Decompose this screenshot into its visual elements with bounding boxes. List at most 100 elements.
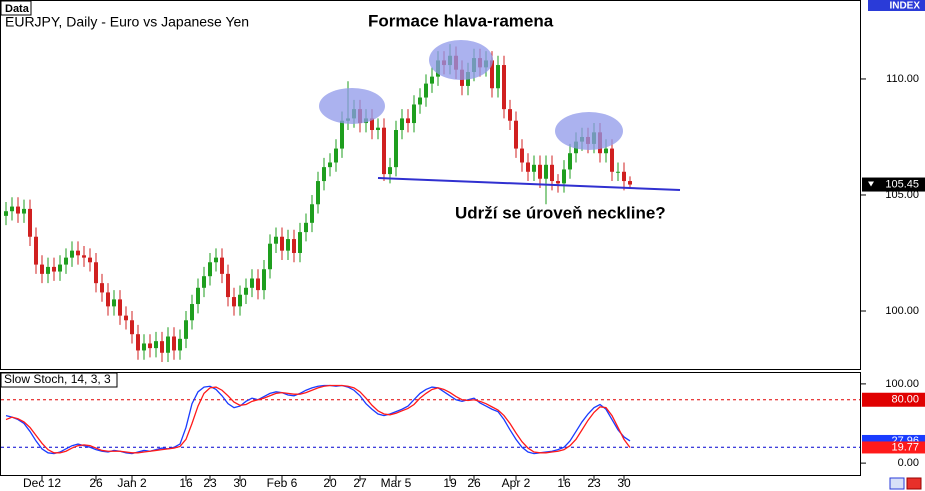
- level-label-box: [862, 392, 925, 407]
- right-shoulder: [555, 112, 623, 150]
- candle-body: [256, 278, 260, 291]
- candle-body: [70, 250, 74, 258]
- last-price-label: 105.45: [885, 178, 919, 190]
- last-price-box: [862, 177, 925, 192]
- candle-body: [196, 287, 200, 305]
- stoch-frame: [0, 372, 861, 476]
- last-price-arrow: [868, 181, 874, 187]
- y-tick-label: 0.00: [898, 457, 919, 469]
- annotation: Udrží se úroveň neckline?: [455, 203, 666, 222]
- candle-body: [310, 204, 314, 223]
- candle-body: [622, 171, 626, 182]
- candle-body: [28, 208, 32, 237]
- index-badge-text: INDEX: [889, 1, 920, 12]
- candle-body: [286, 239, 290, 251]
- x-tick-label: 23: [587, 476, 601, 490]
- candle-body: [292, 239, 296, 253]
- x-tick-label: 30: [233, 476, 247, 490]
- candle-body: [154, 341, 158, 349]
- candle-body: [22, 208, 26, 214]
- candle-body: [394, 130, 398, 168]
- candle-body: [568, 153, 572, 170]
- candle-body: [262, 269, 266, 291]
- candle-body: [490, 60, 494, 89]
- close-button[interactable]: [906, 477, 922, 490]
- candle-body: [322, 167, 326, 182]
- x-tick-label: 26: [467, 476, 481, 490]
- candle-body: [532, 164, 536, 172]
- candle-body: [280, 236, 284, 251]
- candle-body: [34, 236, 38, 265]
- candle-body: [616, 171, 620, 173]
- candle-body: [538, 164, 542, 179]
- zoom-button[interactable]: [889, 477, 905, 490]
- candle-body: [4, 211, 8, 216]
- candle-body: [208, 262, 212, 277]
- candle-body: [148, 343, 152, 349]
- candle-body: [298, 232, 302, 253]
- candle-body: [130, 320, 134, 335]
- candle-body: [304, 222, 308, 233]
- candle-body: [388, 167, 392, 175]
- candle-body: [418, 97, 422, 105]
- candle-body: [100, 283, 104, 293]
- candle-body: [382, 127, 386, 175]
- price-panel: [4, 44, 632, 363]
- candle-body: [424, 83, 428, 98]
- x-tick-label: 27: [353, 476, 367, 490]
- candle-body: [226, 273, 230, 298]
- candle-body: [16, 206, 20, 214]
- candle-body: [556, 181, 560, 184]
- candle-body: [64, 257, 68, 265]
- x-tick-label: Apr 2: [502, 476, 531, 490]
- candle-body: [544, 164, 548, 179]
- x-tick-label: 19: [443, 476, 457, 490]
- candle-body: [430, 76, 434, 84]
- candle-body: [142, 343, 146, 351]
- x-tick-label: Mar 5: [381, 476, 412, 490]
- candle-body: [274, 236, 278, 244]
- candle-body: [190, 304, 194, 321]
- candle-body: [496, 65, 500, 89]
- candle-body: [214, 257, 218, 263]
- stoch-label-box: [0, 372, 118, 388]
- candle-body: [238, 294, 242, 307]
- candle-body: [628, 181, 632, 185]
- x-tick-label: 26: [89, 476, 103, 490]
- candle-body: [232, 297, 236, 307]
- candle-body: [514, 120, 518, 149]
- x-tick-label: 23: [203, 476, 217, 490]
- candle-body: [334, 148, 338, 163]
- chart-title: EURJPY, Daily - Euro vs Japanese Yen: [5, 14, 249, 30]
- panel-label: Data: [5, 3, 30, 15]
- candle-body: [268, 243, 272, 270]
- candle-body: [46, 266, 50, 274]
- candle-body: [94, 262, 98, 284]
- x-tick-label: 30: [617, 476, 631, 490]
- candle-body: [316, 181, 320, 205]
- y-tick-label: 110.00: [886, 73, 919, 85]
- candle-body: [526, 162, 530, 172]
- candle-body: [202, 276, 206, 288]
- candle-body: [160, 341, 164, 353]
- candle-body: [502, 65, 506, 110]
- panel-label-box: [0, 0, 32, 16]
- candle-body: [118, 299, 122, 316]
- candle-body: [178, 338, 182, 351]
- candle-body: [550, 164, 554, 182]
- candle-body: [58, 264, 62, 272]
- index-badge: [868, 0, 925, 11]
- y-tick-label: 100.00: [885, 378, 919, 390]
- candle-body: [610, 148, 614, 172]
- x-tick-label: 20: [323, 476, 337, 490]
- last-value-label: 19.77: [891, 441, 919, 453]
- last-value-box: [862, 441, 925, 454]
- candle-body: [136, 334, 140, 351]
- candle-body: [124, 315, 128, 321]
- x-tick-label: Dec 12: [23, 476, 61, 490]
- candle-body: [376, 127, 380, 131]
- candle-body: [340, 120, 344, 149]
- candle-body: [10, 206, 14, 212]
- x-tick-label: Feb 6: [267, 476, 298, 490]
